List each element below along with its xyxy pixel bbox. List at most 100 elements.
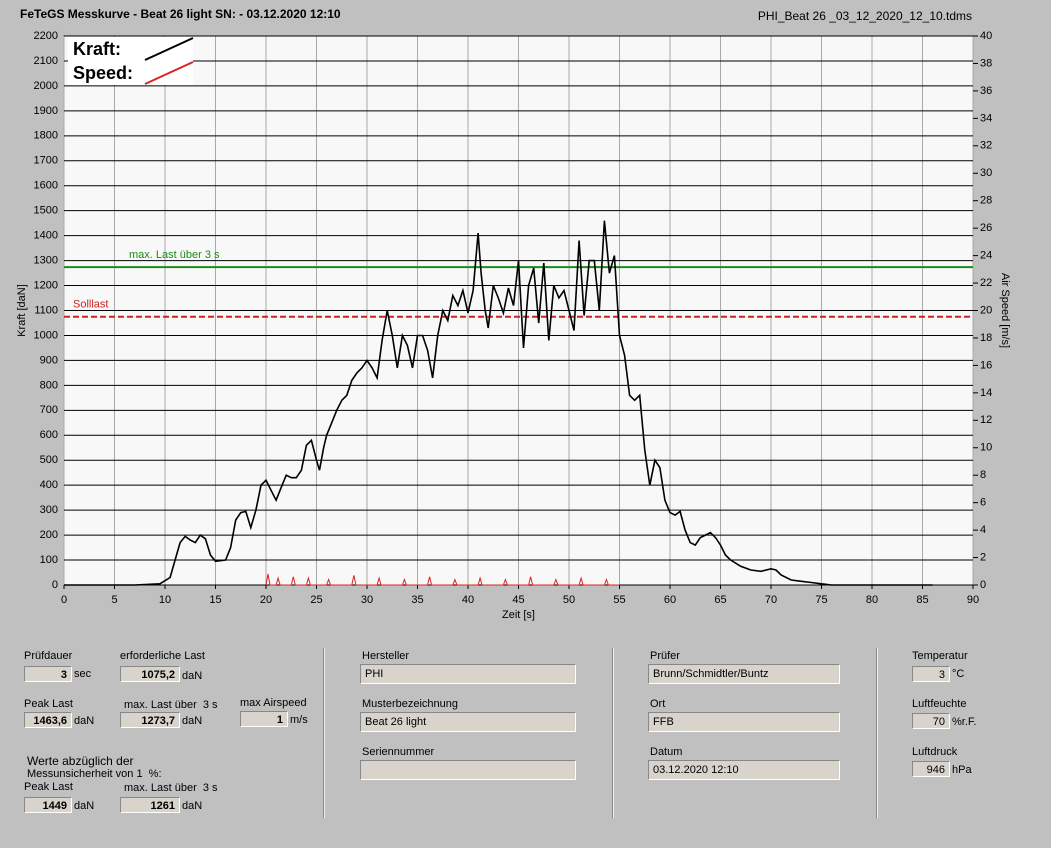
y2-tick-label: 40 <box>980 30 992 42</box>
note: Messunsicherheit von 1 %: <box>27 768 162 780</box>
note: Werte abzüglich der <box>27 754 134 768</box>
chart: FeTeGS Messkurve - Beat 26 light SN: - 0… <box>16 7 1011 621</box>
separator <box>612 648 614 818</box>
unit: daN <box>74 715 95 727</box>
y-tick-label: 400 <box>40 479 58 491</box>
label: Temperatur <box>912 650 968 662</box>
label: Hersteller <box>362 650 410 662</box>
y2-tick-label: 18 <box>980 332 992 344</box>
y-tick-label: 2100 <box>34 55 58 67</box>
field: 1463,6 <box>24 712 72 728</box>
y2-tick-label: 6 <box>980 497 986 509</box>
y-tick-label: 600 <box>40 429 58 441</box>
legend-box <box>68 37 193 85</box>
x-tick-label: 70 <box>765 594 777 606</box>
field: FFB <box>648 712 840 732</box>
unit: sec <box>74 668 92 680</box>
y2-tick-label: 20 <box>980 304 992 316</box>
x-tick-label: 35 <box>411 594 423 606</box>
y2-tick-label: 38 <box>980 57 992 69</box>
label: Peak Last <box>24 698 73 710</box>
label: max. Last über 3 s <box>124 699 218 711</box>
field: 946 <box>912 761 950 777</box>
y2-tick-label: 2 <box>980 551 986 563</box>
y-tick-label: 800 <box>40 379 58 391</box>
field: 3 <box>24 666 72 682</box>
y-tick-label: 200 <box>40 529 58 541</box>
y-tick-label: 1200 <box>34 279 58 291</box>
x-axis-label: Zeit [s] <box>502 609 535 621</box>
y2-tick-label: 22 <box>980 277 992 289</box>
y-tick-label: 1500 <box>34 205 58 217</box>
field: 3 <box>912 666 950 682</box>
y-tick-label: 1800 <box>34 130 58 142</box>
unit: °C <box>952 668 965 680</box>
y2-tick-label: 10 <box>980 442 992 454</box>
x-tick-label: 45 <box>512 594 524 606</box>
x-tick-label: 65 <box>714 594 726 606</box>
y2-tick-label: 14 <box>980 387 992 399</box>
y2-tick-label: 34 <box>980 112 992 124</box>
data-line <box>265 573 620 586</box>
legend-label: Kraft: <box>73 39 121 59</box>
x-tick-label: 15 <box>209 594 221 606</box>
label: max. Last über 3 s <box>124 782 218 794</box>
y-tick-label: 1600 <box>34 180 58 192</box>
y-tick-label: 900 <box>40 354 58 366</box>
label: Ort <box>650 698 666 710</box>
field: Beat 26 light <box>360 712 576 732</box>
y2-tick-label: 12 <box>980 414 992 426</box>
unit: m/s <box>290 714 308 726</box>
separator <box>876 648 878 818</box>
unit: daN <box>182 800 203 812</box>
unit: daN <box>74 800 95 812</box>
field: 1075,2 <box>120 666 180 682</box>
y-tick-label: 1300 <box>34 254 58 266</box>
y-axis-label: Kraft [daN] <box>16 284 28 337</box>
y-tick-label: 1700 <box>34 155 58 167</box>
label: Prüfdauer <box>24 650 73 662</box>
y-tick-label: 1900 <box>34 105 58 117</box>
label: max Airspeed <box>240 697 307 709</box>
label: Musterbezeichnung <box>362 698 459 710</box>
legend-swatch <box>144 61 194 85</box>
field: 03.12.2020 12:10 <box>648 760 840 780</box>
y2-tick-label: 0 <box>980 579 986 591</box>
field: 1449 <box>24 797 72 813</box>
x-tick-label: 5 <box>111 594 117 606</box>
label: Luftdruck <box>912 746 958 758</box>
field <box>360 760 576 780</box>
x-tick-label: 10 <box>159 594 171 606</box>
field: PHI <box>360 664 576 684</box>
y-tick-label: 100 <box>40 554 58 566</box>
field: Brunn/Schmidtler/Buntz <box>648 664 840 684</box>
label: Seriennummer <box>362 746 435 758</box>
label: Luftfeuchte <box>912 698 967 710</box>
label: Prüfer <box>650 650 680 662</box>
reference-label: max. Last über 3 s <box>129 249 220 261</box>
y2-axis-label: Air Speed [m/s] <box>999 273 1011 348</box>
y2-tick-label: 32 <box>980 140 992 152</box>
x-tick-label: 55 <box>613 594 625 606</box>
y-tick-label: 500 <box>40 454 58 466</box>
field: 1273,7 <box>120 712 180 728</box>
y2-tick-label: 28 <box>980 195 992 207</box>
y2-tick-label: 24 <box>980 250 992 262</box>
x-tick-label: 0 <box>61 594 67 606</box>
unit: %r.F. <box>952 716 977 728</box>
x-tick-label: 80 <box>866 594 878 606</box>
y2-tick-label: 8 <box>980 469 986 481</box>
y2-tick-label: 4 <box>980 524 986 536</box>
x-tick-label: 85 <box>916 594 928 606</box>
y2-tick-label: 36 <box>980 85 992 97</box>
label: Peak Last <box>24 781 73 793</box>
x-tick-label: 90 <box>967 594 979 606</box>
data-line <box>64 220 933 586</box>
y-tick-label: 1000 <box>34 329 58 341</box>
legend-swatch <box>144 37 194 61</box>
separator <box>323 648 325 818</box>
y2-tick-label: 30 <box>980 167 992 179</box>
x-tick-label: 75 <box>815 594 827 606</box>
unit: hPa <box>952 764 972 776</box>
